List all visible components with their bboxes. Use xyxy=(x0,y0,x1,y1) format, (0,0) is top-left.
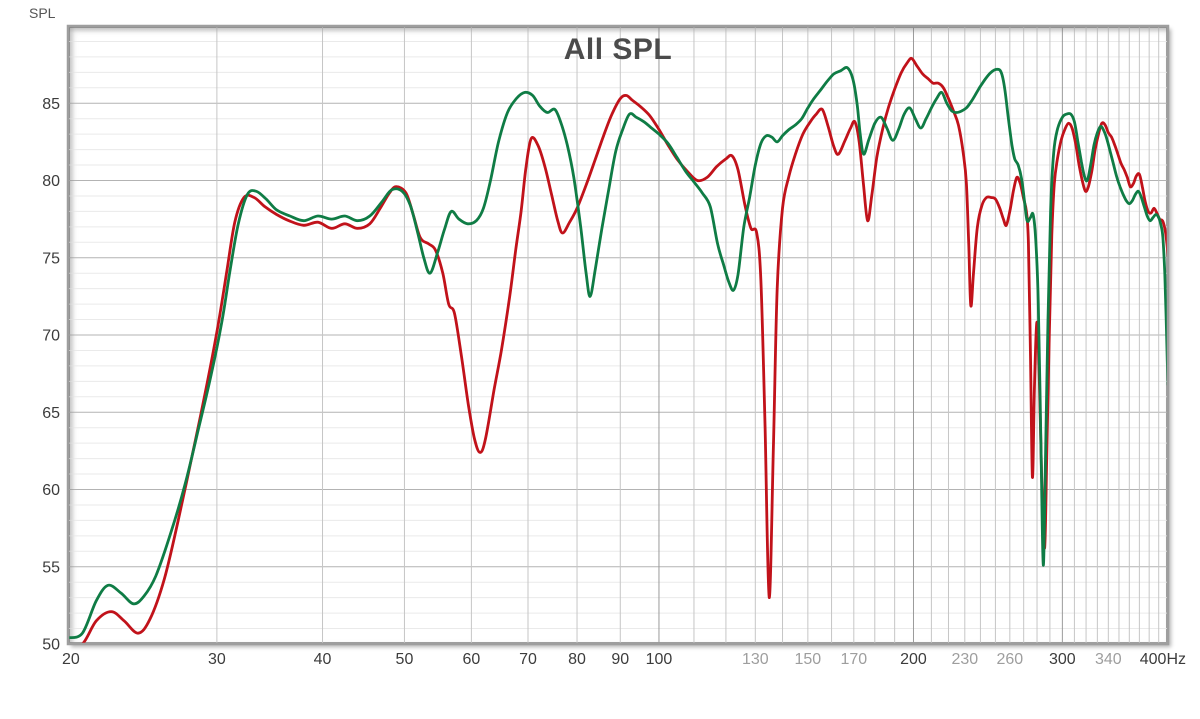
svg-text:170: 170 xyxy=(840,651,867,668)
svg-text:300: 300 xyxy=(1049,651,1076,668)
svg-text:230: 230 xyxy=(951,651,978,668)
svg-text:260: 260 xyxy=(996,651,1023,668)
svg-text:80: 80 xyxy=(568,651,586,668)
y-axis-title: SPL xyxy=(29,5,56,21)
svg-text:70: 70 xyxy=(519,651,537,668)
svg-text:80: 80 xyxy=(42,173,60,190)
legend: ✔ 1: L_Sep 4 76.9 dB ✔ 2: R_Sep 4 77.2 d… xyxy=(0,682,1200,716)
svg-text:75: 75 xyxy=(42,250,60,267)
svg-text:70: 70 xyxy=(42,328,60,345)
svg-text:40: 40 xyxy=(314,651,332,668)
svg-text:400Hz: 400Hz xyxy=(1140,651,1186,668)
svg-text:60: 60 xyxy=(42,482,60,499)
chart-title: All SPL xyxy=(563,33,673,66)
svg-text:340: 340 xyxy=(1095,651,1122,668)
svg-text:150: 150 xyxy=(794,651,821,668)
svg-text:20: 20 xyxy=(62,651,80,668)
svg-text:200: 200 xyxy=(900,651,927,668)
svg-text:65: 65 xyxy=(42,405,60,422)
svg-text:30: 30 xyxy=(208,651,226,668)
svg-text:100: 100 xyxy=(646,651,673,668)
svg-text:50: 50 xyxy=(42,637,60,654)
svg-text:130: 130 xyxy=(742,651,769,668)
svg-text:90: 90 xyxy=(611,651,629,668)
svg-text:85: 85 xyxy=(42,96,60,113)
svg-text:55: 55 xyxy=(42,559,60,576)
svg-text:60: 60 xyxy=(462,651,480,668)
svg-text:50: 50 xyxy=(396,651,414,668)
